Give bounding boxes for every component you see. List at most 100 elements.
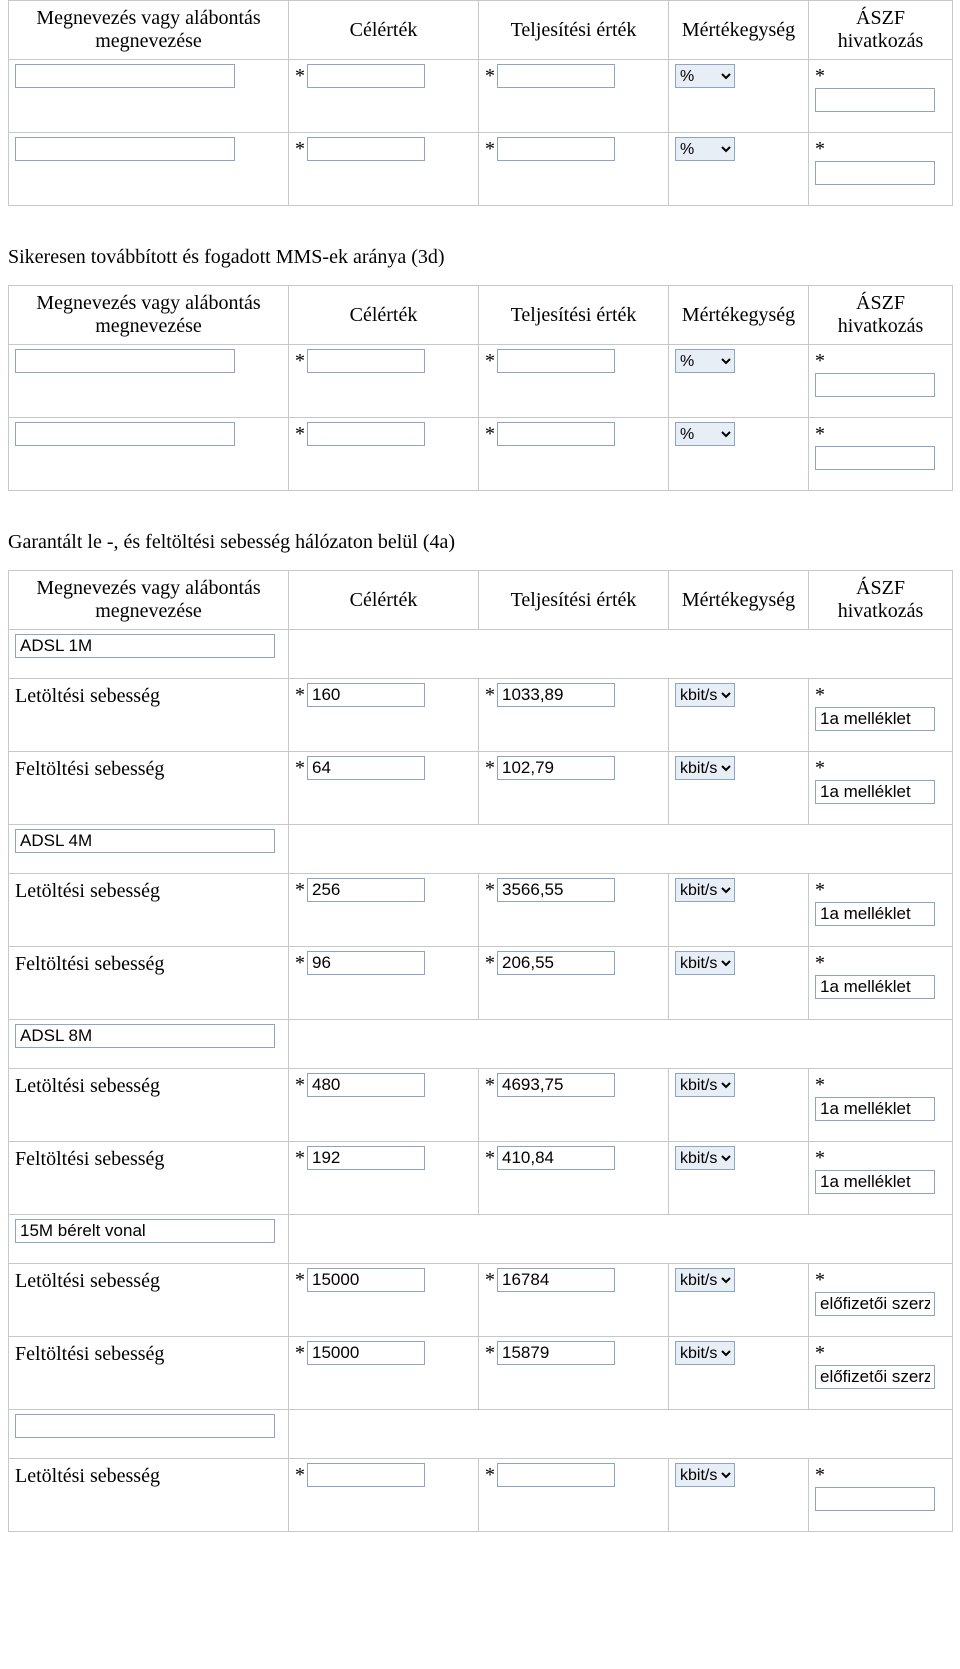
asterisk-icon: * xyxy=(815,422,825,446)
asterisk-icon: * xyxy=(485,1073,495,1097)
group-name-input[interactable] xyxy=(15,1024,275,1048)
name-input[interactable] xyxy=(15,64,235,88)
table-row: Letöltési sebesség**%kbit/s* xyxy=(9,874,953,947)
group-name-input[interactable] xyxy=(15,829,275,853)
actual-input[interactable] xyxy=(497,878,615,902)
table-row: Letöltési sebesség**%kbit/s* xyxy=(9,679,953,752)
asterisk-icon: * xyxy=(485,1146,495,1170)
ref-input[interactable] xyxy=(815,780,935,804)
asterisk-icon: * xyxy=(815,64,825,88)
target-input[interactable] xyxy=(307,1463,425,1487)
row-label: Letöltési sebesség xyxy=(15,1073,160,1098)
target-input[interactable] xyxy=(307,951,425,975)
ref-input[interactable] xyxy=(815,902,935,926)
ref-input[interactable] xyxy=(815,446,935,470)
unit-select[interactable]: %kbit/s xyxy=(675,1268,735,1292)
col-header-name: Megnevezés vagy alábontás megnevezése xyxy=(9,571,289,630)
ref-input[interactable] xyxy=(815,1292,935,1316)
group-name-row xyxy=(9,1020,953,1069)
asterisk-icon: * xyxy=(295,349,305,373)
group-empty-cell xyxy=(289,1410,953,1459)
actual-input[interactable] xyxy=(497,951,615,975)
ref-input[interactable] xyxy=(815,1097,935,1121)
table-header-row: Megnevezés vagy alábontás megnevezése Cé… xyxy=(9,1,953,60)
col-header-unit: Mértékegység xyxy=(669,571,809,630)
actual-input[interactable] xyxy=(497,756,615,780)
ref-input[interactable] xyxy=(815,373,935,397)
actual-input[interactable] xyxy=(497,422,615,446)
actual-input[interactable] xyxy=(497,137,615,161)
row-label: Feltöltési sebesség xyxy=(15,951,164,976)
target-input[interactable] xyxy=(307,1268,425,1292)
ref-input[interactable] xyxy=(815,1365,935,1389)
actual-input[interactable] xyxy=(497,64,615,88)
unit-select[interactable]: %kbit/s xyxy=(675,1463,735,1487)
actual-input[interactable] xyxy=(497,1341,615,1365)
asterisk-icon: * xyxy=(815,1073,825,1097)
unit-select[interactable]: %kbit/s xyxy=(675,422,735,446)
ref-input[interactable] xyxy=(815,1170,935,1194)
row-label: Letöltési sebesség xyxy=(15,683,160,708)
ref-input[interactable] xyxy=(815,161,935,185)
table-row: Letöltési sebesség**%kbit/s* xyxy=(9,1459,953,1532)
group-empty-cell xyxy=(289,630,953,679)
unit-select[interactable]: %kbit/s xyxy=(675,756,735,780)
actual-input[interactable] xyxy=(497,1268,615,1292)
actual-input[interactable] xyxy=(497,349,615,373)
unit-select[interactable]: %kbit/s xyxy=(675,878,735,902)
unit-select[interactable]: %kbit/s xyxy=(675,349,735,373)
actual-input[interactable] xyxy=(497,1463,615,1487)
asterisk-icon: * xyxy=(485,683,495,707)
name-input[interactable] xyxy=(15,349,235,373)
target-input[interactable] xyxy=(307,349,425,373)
asterisk-icon: * xyxy=(295,1146,305,1170)
target-input[interactable] xyxy=(307,1146,425,1170)
asterisk-icon: * xyxy=(485,422,495,446)
target-input[interactable] xyxy=(307,756,425,780)
unit-select[interactable]: %kbit/s xyxy=(675,683,735,707)
col-header-name-line2: megnevezése xyxy=(13,30,284,53)
col-header-ref-line1: ÁSZF xyxy=(813,7,948,30)
ref-input[interactable] xyxy=(815,975,935,999)
target-input[interactable] xyxy=(307,1073,425,1097)
row-label: Letöltési sebesség xyxy=(15,1268,160,1293)
group-name-input[interactable] xyxy=(15,1219,275,1243)
group-name-input[interactable] xyxy=(15,634,275,658)
asterisk-icon: * xyxy=(295,1463,305,1487)
actual-input[interactable] xyxy=(497,1146,615,1170)
asterisk-icon: * xyxy=(815,137,825,161)
asterisk-icon: * xyxy=(815,1341,825,1365)
asterisk-icon: * xyxy=(295,951,305,975)
name-input[interactable] xyxy=(15,422,235,446)
ref-input[interactable] xyxy=(815,707,935,731)
row-label: Feltöltési sebesség xyxy=(15,1146,164,1171)
target-input[interactable] xyxy=(307,422,425,446)
actual-input[interactable] xyxy=(497,683,615,707)
unit-select[interactable]: %kbit/s xyxy=(675,1073,735,1097)
unit-select[interactable]: %kbit/s xyxy=(675,1146,735,1170)
target-input[interactable] xyxy=(307,64,425,88)
row-label: Letöltési sebesség xyxy=(15,878,160,903)
table-3-body: Letöltési sebesség**%kbit/s*Feltöltési s… xyxy=(9,630,953,1532)
target-input[interactable] xyxy=(307,683,425,707)
asterisk-icon: * xyxy=(815,1463,825,1487)
group-name-input[interactable] xyxy=(15,1414,275,1438)
asterisk-icon: * xyxy=(485,64,495,88)
name-input[interactable] xyxy=(15,137,235,161)
table-3: Megnevezés vagy alábontás megnevezése Cé… xyxy=(8,570,953,1532)
group-empty-cell xyxy=(289,825,953,874)
asterisk-icon: * xyxy=(815,349,825,373)
col-header-unit: Mértékegység xyxy=(669,286,809,345)
group-name-row xyxy=(9,630,953,679)
actual-input[interactable] xyxy=(497,1073,615,1097)
unit-select[interactable]: %kbit/s xyxy=(675,951,735,975)
target-input[interactable] xyxy=(307,878,425,902)
ref-input[interactable] xyxy=(815,88,935,112)
asterisk-icon: * xyxy=(295,683,305,707)
unit-select[interactable]: %kbit/s xyxy=(675,64,735,88)
unit-select[interactable]: %kbit/s xyxy=(675,137,735,161)
target-input[interactable] xyxy=(307,1341,425,1365)
ref-input[interactable] xyxy=(815,1487,935,1511)
unit-select[interactable]: %kbit/s xyxy=(675,1341,735,1365)
target-input[interactable] xyxy=(307,137,425,161)
